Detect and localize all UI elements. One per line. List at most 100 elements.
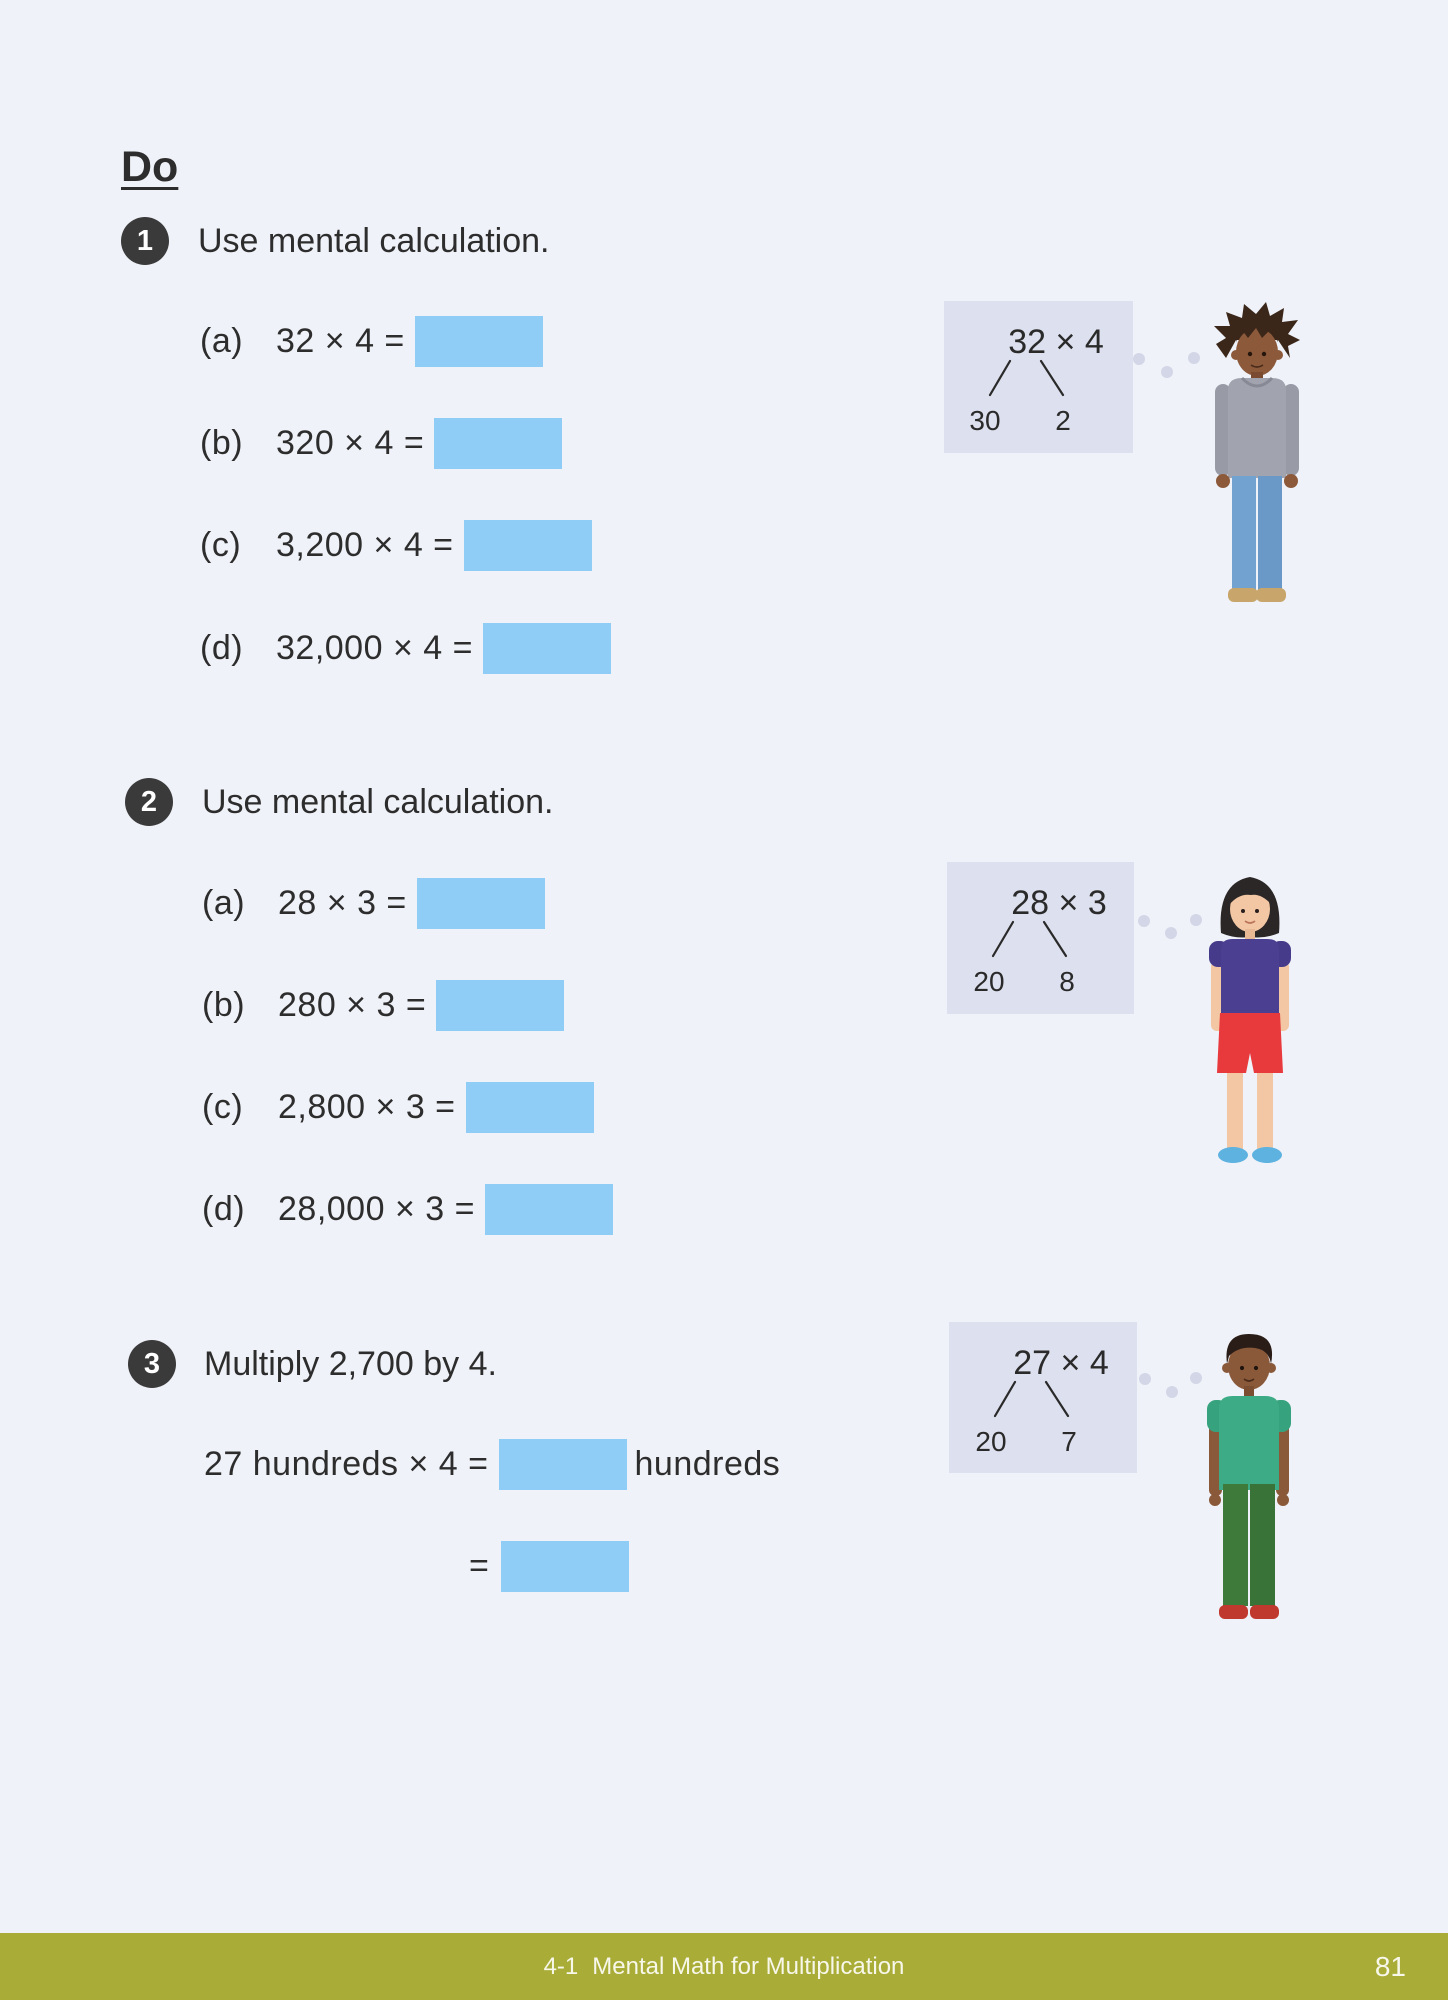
item-expression: 280 × 3 = — [278, 986, 427, 1024]
problem-3-line-2: = — [469, 1541, 630, 1592]
left-hand — [1216, 474, 1230, 488]
right-shoe — [1252, 1147, 1282, 1163]
girl-purple-top-icon — [1209, 877, 1291, 1163]
right-hand — [1284, 474, 1298, 488]
lesson-number: 4-1 — [543, 1952, 579, 1980]
item-expression: 28 × 3 = — [278, 884, 407, 922]
item-expression: 2,800 × 3 = — [278, 1088, 456, 1126]
hair — [1226, 1334, 1273, 1364]
item-expression: 320 × 4 = — [276, 424, 425, 462]
diagram-expression: 32 × 4 — [1008, 323, 1103, 361]
thought-dot — [1190, 1372, 1202, 1384]
answer-box — [414, 316, 543, 367]
diagram-left-part: 20 — [973, 966, 1004, 997]
neck — [1245, 929, 1255, 939]
item-label: (c) — [200, 526, 242, 564]
split-diagram-2: 28 × 3 20 8 — [947, 862, 1134, 1014]
hair-bangs — [1229, 883, 1272, 905]
right-shoe — [1256, 588, 1286, 602]
problem-1-item-b: (b) 320 × 4 = — [200, 418, 563, 469]
item-label: (a) — [200, 322, 244, 360]
split-line-right — [1044, 1380, 1070, 1418]
face — [1236, 328, 1278, 376]
thought-dot — [1161, 366, 1173, 378]
item-label: (d) — [202, 1190, 246, 1228]
left-shoe — [1219, 1605, 1248, 1619]
thought-dot — [1165, 927, 1177, 939]
diagram-left-part: 20 — [975, 1426, 1006, 1457]
left-hand — [1209, 1494, 1221, 1506]
diagram-right-part: 8 — [1059, 966, 1075, 997]
diagram-expression: 28 × 3 — [1011, 884, 1106, 922]
thought-dot — [1188, 352, 1200, 364]
diagram-background — [947, 862, 1134, 1014]
right-pant-leg — [1250, 1484, 1275, 1606]
left-pant-leg — [1223, 1484, 1248, 1606]
answer-box — [482, 623, 611, 674]
lesson-name: Mental Math for Multiplication — [592, 1952, 905, 1980]
left-shoe — [1218, 1147, 1248, 1163]
left-leg — [1227, 1071, 1243, 1149]
problem-2-item-d: (d) 28,000 × 3 = — [202, 1184, 613, 1235]
answer-box — [463, 520, 592, 571]
diagram-right-part: 7 — [1061, 1426, 1077, 1457]
problem-3-instruction: Multiply 2,700 by 4. — [204, 1345, 497, 1383]
diagram-right-part: 2 — [1055, 405, 1071, 436]
right-sleeve — [1283, 384, 1299, 476]
left-eye — [1241, 909, 1245, 913]
red-shorts — [1217, 1013, 1283, 1073]
green-shirt — [1219, 1396, 1279, 1490]
line-unit: hundreds — [634, 1445, 781, 1483]
hoodie — [1228, 378, 1286, 478]
problem-1-instruction: Use mental calculation. — [198, 222, 550, 260]
answer-box — [498, 1439, 627, 1490]
problem-number-badge-2: 2 — [125, 778, 173, 826]
item-label: (d) — [200, 629, 244, 667]
thought-dot — [1133, 353, 1145, 365]
neck — [1244, 1386, 1254, 1398]
problem-2-item-a: (a) 28 × 3 = — [202, 878, 545, 929]
split-line-right — [1042, 920, 1068, 958]
diagram-left-part: 30 — [969, 405, 1000, 436]
equals-sign: = — [469, 1547, 490, 1585]
hood-collar — [1240, 376, 1274, 388]
left-eye — [1247, 351, 1253, 357]
lesson-title: 4-1 Mental Math for Multiplication — [0, 1933, 1448, 2000]
mouth — [1243, 1378, 1255, 1382]
answer-box — [484, 1184, 613, 1235]
left-sleeve — [1215, 384, 1231, 476]
left-pant-leg — [1232, 476, 1256, 590]
problem-1-item-c: (c) 3,200 × 4 = — [200, 520, 592, 571]
problem-2-item-b: (b) 280 × 3 = — [202, 980, 565, 1031]
split-line-right — [1039, 359, 1065, 397]
right-eye — [1253, 1365, 1259, 1371]
left-eye — [1239, 1365, 1245, 1371]
mouth — [1250, 364, 1264, 368]
split-line-left — [991, 920, 1015, 958]
item-expression: 32 × 4 = — [276, 322, 405, 360]
problem-1-item-a: (a) 32 × 4 = — [200, 316, 543, 367]
answer-box — [416, 878, 545, 929]
page-number: 81 — [1374, 1951, 1406, 1982]
line-expression: 27 hundreds × 4 = — [204, 1445, 489, 1483]
split-line-left — [993, 1380, 1017, 1418]
item-expression: 32,000 × 4 = — [276, 629, 473, 667]
problem-number-badge-1: 1 — [121, 217, 169, 265]
face — [1230, 886, 1270, 932]
neck — [1251, 372, 1263, 381]
diagram-background — [944, 301, 1133, 453]
section-heading: Do — [121, 143, 179, 191]
right-hand — [1277, 1494, 1289, 1506]
problem-number-badge-3: 3 — [128, 1340, 176, 1388]
right-eye — [1261, 351, 1267, 357]
right-leg — [1257, 1071, 1273, 1149]
footer-bar: 4-1 Mental Math for Multiplication 81 — [0, 1933, 1448, 2000]
face — [1228, 1342, 1270, 1390]
thought-dot — [1138, 915, 1150, 927]
problem-2-instruction: Use mental calculation. — [202, 783, 554, 821]
purple-top — [1221, 939, 1279, 1017]
item-expression: 28,000 × 3 = — [278, 1190, 475, 1228]
left-arm — [1209, 1424, 1222, 1496]
diagram-expression: 27 × 4 — [1013, 1344, 1108, 1382]
right-shoe — [1250, 1605, 1279, 1619]
